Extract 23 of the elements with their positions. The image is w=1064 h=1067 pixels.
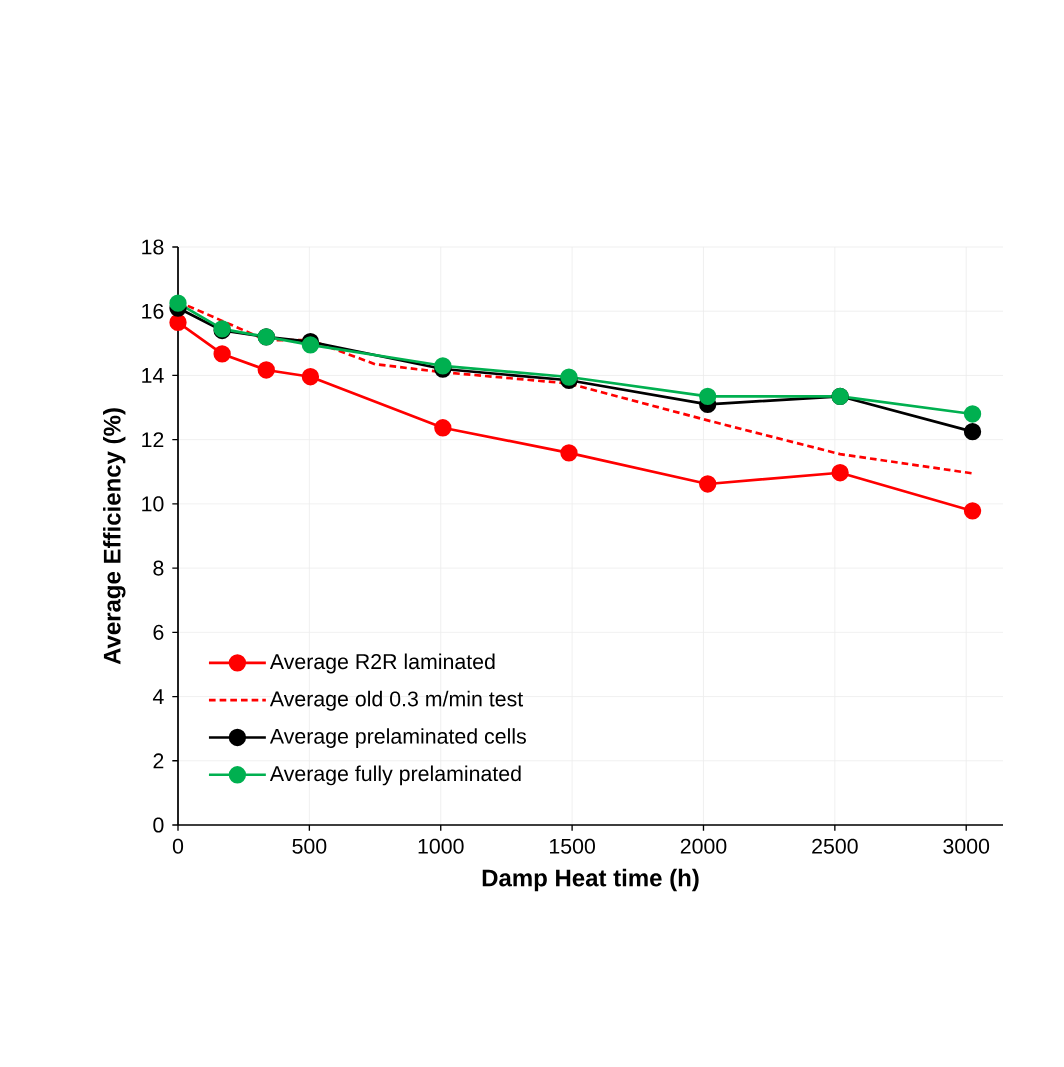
y-tick-label: 2 (153, 753, 164, 769)
x-axis-title: Damp Heat time (h) (482, 868, 699, 892)
x-tick-label: 1500 (550, 838, 595, 854)
x-tick-label: 3000 (943, 838, 990, 854)
x-tick-label: 1000 (418, 838, 464, 854)
legend-label: Average old 0.3 m/min test (269, 690, 524, 711)
y-tick-label: 10 (142, 496, 164, 512)
x-tick-label: 2500 (812, 838, 858, 854)
y-tick-label: 16 (142, 303, 164, 319)
y-tick-label: 14 (142, 368, 164, 383)
legend-label: Average fully prelaminated (269, 765, 521, 786)
y-tick-label: 0 (153, 817, 164, 833)
legend-label: Average R2R laminated (269, 653, 495, 674)
x-tick-label: 2000 (680, 838, 727, 854)
y-tick-label: 12 (142, 432, 164, 448)
y-tick-label: 8 (153, 560, 164, 576)
x-tick-label: 0 (172, 838, 184, 854)
y-tick-label: 6 (153, 624, 164, 640)
x-tick-label: 500 (292, 838, 327, 854)
legend-label: Average prelaminated cells (269, 728, 526, 749)
y-axis-title: Average Efficiency (%) (103, 408, 126, 665)
y-tick-label: 4 (152, 689, 164, 704)
y-tick-label: 18 (142, 239, 164, 255)
